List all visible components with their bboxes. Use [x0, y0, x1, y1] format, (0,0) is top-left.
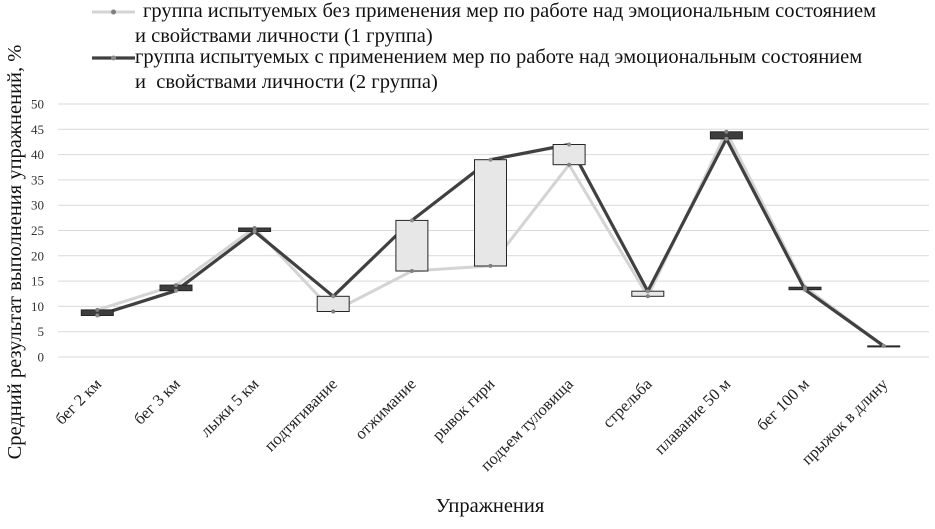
data-point [409, 218, 414, 223]
x-tick-label: стрельба [598, 374, 656, 432]
data-point [724, 129, 729, 134]
y-tick-labels: 0 5 10 15 20 25 30 35 40 45 50 [31, 97, 44, 365]
data-point [567, 162, 572, 167]
up-down-bars [80, 131, 901, 348]
data-point [488, 263, 493, 268]
y-tick-label: 30 [31, 198, 44, 213]
y-axis-title: Средний результат выполнения упражнений,… [4, 45, 26, 460]
x-tick-label: бег 100 м [753, 374, 813, 434]
x-tick-label: бег 2 км [51, 374, 105, 428]
data-points [95, 129, 886, 348]
data-point [95, 313, 100, 318]
data-point [252, 229, 257, 234]
up-bar [316, 295, 350, 312]
legend-markers [92, 9, 135, 61]
data-point [409, 269, 414, 273]
data-point [252, 226, 257, 230]
data-point [331, 309, 336, 314]
data-point [724, 136, 729, 141]
y-tick-label: 35 [31, 172, 44, 187]
y-tick-label: 0 [38, 350, 45, 365]
up-bar [395, 219, 429, 272]
x-tick-label: плавание 50 м [650, 374, 734, 458]
legend-marker-dot [111, 55, 116, 61]
x-tick-label: лыжи 5 км [196, 374, 263, 441]
y-tick-label: 40 [31, 147, 44, 162]
data-point [881, 343, 886, 348]
data-point [174, 283, 178, 288]
x-axis-title: Упражнения [436, 495, 545, 517]
y-tick-label: 25 [31, 223, 44, 238]
y-tick-label: 20 [31, 248, 44, 263]
y-tick-label: 50 [31, 97, 44, 112]
up-bar [474, 159, 507, 267]
legend-marker-dot [111, 9, 116, 15]
data-point [331, 294, 336, 299]
x-tick-label: бег 3 км [130, 374, 184, 428]
legend-label: группа испытуемых с применением мер по р… [135, 46, 868, 93]
x-tick-label: подтягивание [260, 374, 341, 455]
y-tick-label: 15 [31, 274, 44, 289]
data-point [174, 288, 178, 293]
data-point [567, 142, 572, 147]
x-tick-label: рывок гири [428, 374, 498, 444]
up-bar [552, 144, 586, 166]
data-point [645, 289, 650, 294]
y-tick-label: 45 [31, 122, 44, 137]
data-point [803, 287, 807, 292]
y-tick-label: 10 [31, 299, 44, 314]
y-tick-label: 5 [38, 324, 45, 339]
data-point [645, 294, 650, 299]
legend-label: группа испытуемых без применения мер по … [135, 0, 882, 47]
data-point [95, 307, 100, 312]
data-point [488, 157, 493, 162]
x-tick-label: отжимание [351, 374, 420, 443]
